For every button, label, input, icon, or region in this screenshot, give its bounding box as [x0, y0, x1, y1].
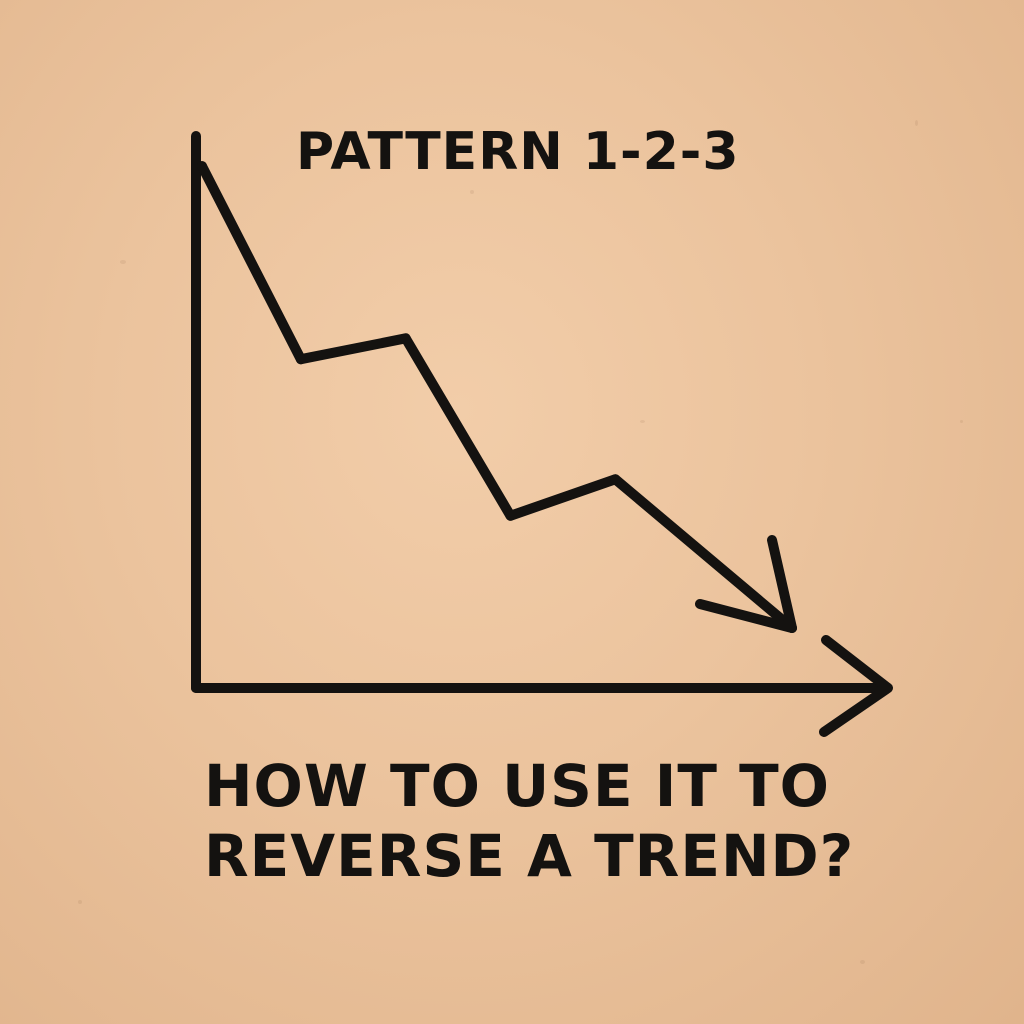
trend-point-4	[505, 510, 516, 521]
chart-series	[197, 161, 797, 633]
chart-axes	[191, 131, 893, 737]
trend-point-3	[400, 333, 411, 344]
trend-point-1	[197, 161, 207, 172]
chart-subtitle: HOW TO USE IT TO REVERSE A TREND?	[204, 752, 964, 891]
trend-point-2	[295, 354, 306, 365]
trend-line	[197, 161, 797, 633]
chart-title: PATTERN 1-2-3	[296, 122, 740, 182]
trend-point-5	[610, 474, 621, 485]
trend-arrowhead	[695, 535, 797, 633]
subtitle-line-2: REVERSE A TREND?	[204, 821, 855, 890]
subtitle-line-1: HOW TO USE IT TO	[204, 752, 830, 820]
x-axis-arrowhead	[819, 635, 893, 737]
